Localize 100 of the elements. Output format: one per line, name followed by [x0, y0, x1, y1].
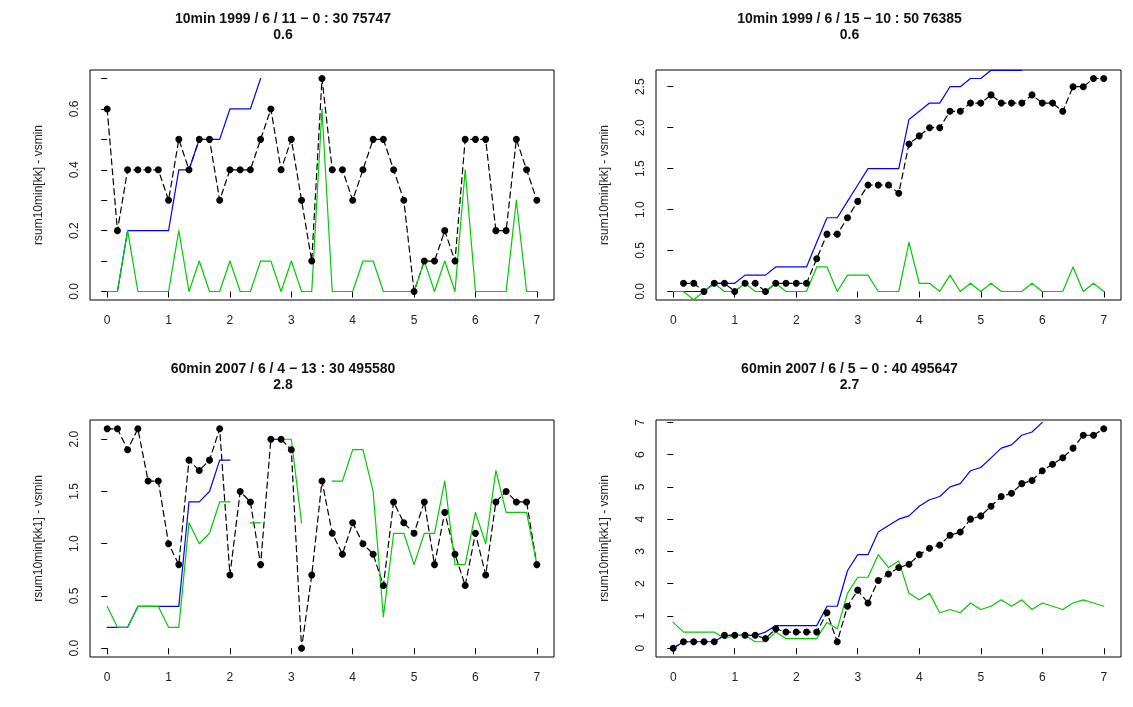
y-tick-label: 7: [633, 418, 647, 426]
point: [165, 540, 173, 548]
point: [113, 425, 121, 433]
point: [833, 230, 841, 238]
point: [298, 196, 306, 204]
line-series: [672, 554, 1105, 643]
x-tick-label: 6: [472, 313, 480, 327]
point: [431, 561, 438, 569]
point: [987, 502, 995, 510]
point: [1069, 83, 1077, 91]
chart-subtitle: 2.7: [839, 376, 860, 392]
point: [390, 498, 398, 506]
point: [410, 287, 418, 295]
y-tick-label: 0.6: [67, 100, 81, 118]
x-tick-label: 0: [669, 313, 677, 327]
point: [175, 135, 183, 143]
point: [379, 582, 387, 590]
line-series: [672, 241, 1105, 301]
point: [308, 571, 316, 579]
point: [926, 544, 934, 552]
x-tick-label: 7: [1100, 670, 1108, 684]
point: [1059, 107, 1067, 115]
point: [154, 477, 162, 485]
point: [431, 257, 438, 265]
point: [680, 638, 687, 646]
point: [113, 227, 121, 235]
y-tick-label: 2.5: [633, 78, 647, 96]
y-axis-title: rsum10min[kk1] - vsmin: [31, 475, 45, 602]
y-tick-label: 2: [633, 580, 647, 588]
chart-title: 60min 2007 / 6 / 5 − 0 : 40 495647: [741, 360, 959, 376]
point: [956, 528, 964, 536]
point: [502, 487, 510, 495]
point: [833, 638, 841, 646]
point: [967, 99, 974, 107]
point: [471, 135, 479, 143]
y-tick-label: 4: [633, 515, 647, 523]
point: [669, 644, 677, 652]
point: [206, 135, 213, 143]
y-tick-label: 6: [633, 450, 647, 458]
point: [134, 425, 142, 433]
point: [154, 166, 162, 174]
point: [420, 257, 428, 265]
chart-title: 10min 1999 / 6 / 15 − 10 : 50 76385: [737, 10, 962, 26]
point: [369, 550, 377, 558]
point: [813, 255, 821, 263]
x-tick-label: 6: [1038, 313, 1046, 327]
y-tick-label: 0.0: [67, 282, 81, 300]
point: [287, 135, 295, 143]
point: [512, 135, 520, 143]
point: [492, 227, 500, 235]
x-tick-label: 7: [1100, 313, 1108, 327]
point: [420, 498, 428, 506]
point: [1038, 467, 1046, 475]
point: [349, 196, 357, 204]
chart-subtitle: 0.6: [273, 26, 293, 42]
point: [936, 124, 944, 132]
point: [977, 512, 985, 520]
y-tick-label: 0.5: [633, 241, 647, 259]
y-tick-label: 0.0: [633, 282, 647, 300]
point: [502, 227, 510, 235]
point: [997, 493, 1005, 501]
point: [885, 570, 892, 578]
x-tick-label: 3: [854, 670, 862, 684]
point: [338, 550, 346, 558]
point: [103, 425, 111, 433]
x-tick-label: 4: [349, 670, 357, 684]
point: [772, 279, 780, 287]
point: [471, 529, 479, 537]
point: [461, 582, 469, 590]
y-tick-label: 0.4: [67, 161, 81, 179]
point: [379, 135, 387, 143]
point: [175, 561, 183, 569]
point: [751, 279, 759, 287]
point: [492, 498, 500, 506]
point: [690, 279, 698, 287]
point: [720, 631, 728, 639]
point: [936, 541, 944, 549]
point: [195, 135, 203, 143]
point: [751, 631, 759, 639]
point: [216, 425, 224, 433]
x-tick-label: 0: [103, 313, 111, 327]
point: [1090, 431, 1098, 439]
point: [680, 279, 687, 287]
point: [926, 124, 934, 132]
x-tick-label: 4: [915, 313, 923, 327]
point: [124, 166, 132, 174]
y-tick-label: 2.0: [67, 430, 81, 448]
point: [1079, 431, 1087, 439]
point: [792, 279, 800, 287]
point: [741, 279, 749, 287]
point: [710, 638, 718, 646]
point: [236, 166, 244, 174]
point: [523, 498, 531, 506]
point: [803, 279, 811, 287]
y-tick-label: 1.5: [633, 159, 647, 177]
point: [1059, 454, 1067, 462]
point: [400, 196, 408, 204]
x-tick-label: 2: [226, 670, 234, 684]
point: [512, 498, 520, 506]
point: [741, 631, 749, 639]
